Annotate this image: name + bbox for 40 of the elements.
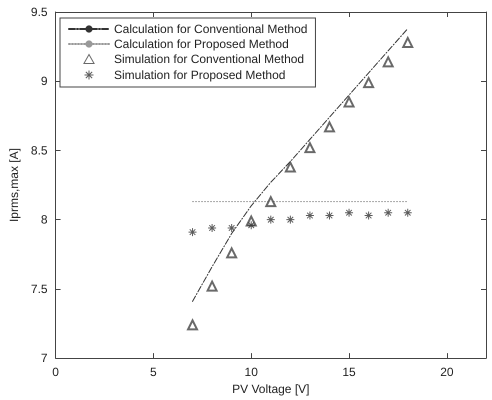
point [304,142,316,154]
x-tick-label: 20 [440,365,454,380]
y-tick-label: 7.5 [30,282,48,296]
point [382,56,394,68]
legend-label: Simulation for Proposed Method [114,68,286,82]
y-tick-label: 7 [40,351,48,366]
point [324,211,334,220]
point [227,223,236,232]
point [187,319,198,330]
point [284,162,296,173]
x-tick-label: 0 [52,365,60,380]
point [188,228,198,237]
point [266,215,276,224]
y-tick-label: 8.5 [30,143,48,158]
point [208,223,217,232]
point [206,280,218,292]
x-axis-title: PV Voltage [V] [232,382,310,396]
point [265,196,276,208]
point [402,36,414,48]
y-axis-title: Iprms,max [A] [7,148,21,222]
point [363,77,374,88]
y-tick-label: 8 [40,212,48,227]
point [324,121,335,132]
legend-label: Calculation for Conventional Method [114,22,308,36]
point [226,247,238,258]
point [246,220,256,230]
point [403,208,412,218]
legend-label: Simulation for Conventional Method [114,52,304,66]
x-tick-label: 15 [342,365,356,380]
legend-label: Calculation for Proposed Method [114,37,289,51]
point [344,96,355,108]
y-tick-label: 9 [40,74,48,88]
point [384,208,393,218]
y-tick-label: 9.5 [30,5,48,19]
x-tick-label: 10 [244,365,258,380]
x-tick-label: 5 [150,365,158,380]
point [305,211,314,220]
point [286,215,295,224]
point [344,208,354,218]
point [364,211,374,220]
